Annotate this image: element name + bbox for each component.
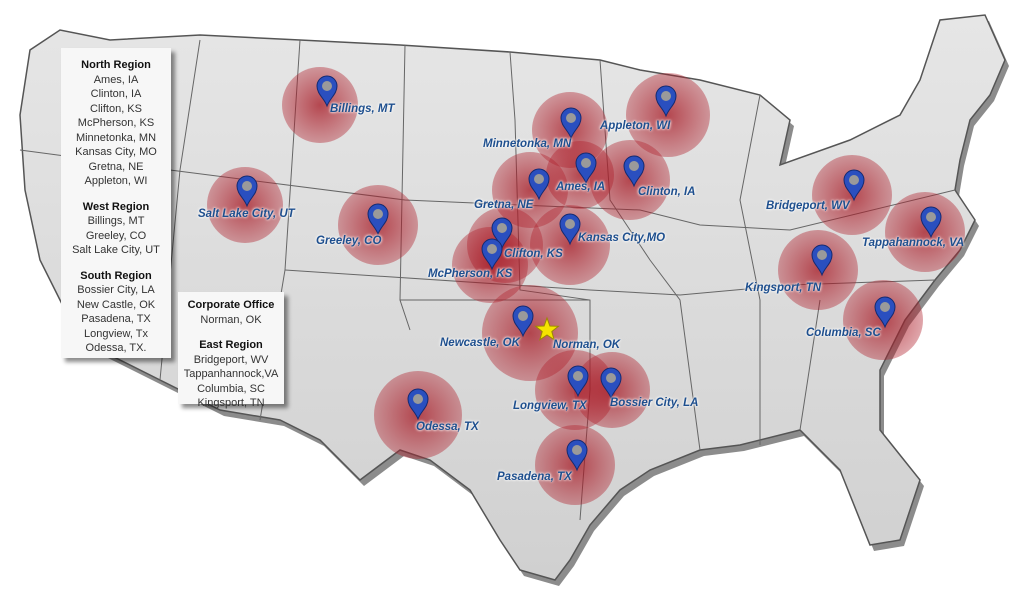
legend-item: Norman, OK — [200, 313, 262, 326]
location-label: Greeley, CO — [316, 235, 382, 247]
legend-item: McPherson, KS — [77, 117, 155, 129]
map-pin-icon[interactable] — [655, 85, 677, 118]
location-label: Newcastle, OK — [440, 337, 520, 349]
service-radius — [626, 73, 710, 157]
map-pin-icon[interactable] — [367, 203, 389, 236]
map-pin-icon[interactable] — [811, 244, 833, 277]
legend-item: Pasadena, TX — [81, 313, 151, 325]
location-label: McPherson, KS — [428, 268, 513, 280]
location-label: Billings, MT — [330, 103, 395, 115]
legend-item: Odessa, TX. — [85, 342, 147, 354]
map-pin-icon[interactable] — [600, 367, 622, 400]
location-label: Minnetonka, MN — [483, 138, 572, 150]
location-label: Tappahannock, VA — [862, 237, 965, 249]
location-label: Odessa, TX — [416, 421, 479, 433]
legend-item: Ames, IA — [93, 73, 139, 86]
map-pin-icon[interactable] — [623, 155, 645, 188]
legend-heading: South Region — [80, 269, 152, 282]
legend-item: Longview, Tx — [83, 327, 148, 340]
legend-item: Bossier City, LA — [77, 284, 155, 296]
service-radius — [778, 230, 858, 310]
legend-regions: North Region Ames, IA Clinton, IA Clifton, … — [61, 48, 171, 358]
location-label: Bridgeport, WV — [766, 200, 850, 212]
map-pin-icon[interactable] — [874, 296, 896, 329]
legend-item: Appleton, WI — [84, 175, 148, 187]
map-pin-icon[interactable] — [920, 206, 942, 239]
map-pin-icon[interactable] — [566, 439, 588, 472]
legend-item: Greeley, CO — [85, 229, 147, 242]
legend-spacer — [67, 189, 165, 200]
legend-item: Salt Lake City, UT — [72, 244, 160, 256]
map-pin-icon[interactable] — [567, 365, 589, 398]
map-pin-icon[interactable] — [512, 305, 534, 338]
location-label: Kingsport, TN — [745, 282, 822, 294]
map-pin-icon[interactable] — [843, 169, 865, 202]
location-label: Norman, OK — [553, 339, 621, 351]
legend-spacer — [183, 327, 279, 338]
location-label: Ames, IA — [556, 181, 606, 193]
map-pin-icon[interactable] — [316, 75, 338, 108]
legend-item: Billings, MT — [87, 215, 145, 227]
legend-corporate-east: Corporate Office Norman, OK East Region Bri… — [178, 292, 284, 409]
legend-item: Clinton, IA — [90, 88, 142, 100]
legend-item: Columbia, SC — [197, 382, 265, 395]
location-label: Longview, TX — [513, 400, 587, 412]
location-label: Pasadena, TX — [497, 471, 572, 483]
legend-heading: North Region — [81, 59, 151, 71]
location-label: Gretna, NE — [474, 199, 534, 211]
location-label: Appleton, WI — [600, 120, 671, 132]
star-icon[interactable] — [534, 316, 560, 341]
map-pin-icon[interactable] — [559, 213, 581, 246]
legend-heading: Corporate Office — [187, 299, 275, 311]
location-label: Clifton, KS — [504, 248, 563, 260]
legend-item: Bridgeport, WV — [193, 353, 269, 366]
location-label: Bossier City, LA — [610, 397, 699, 409]
map-pin-icon[interactable] — [491, 217, 513, 250]
location-label: Clinton, IA — [638, 186, 696, 198]
map-pin-icon[interactable] — [236, 175, 258, 208]
legend-item: Gretna, NE — [88, 160, 144, 173]
legend-item: Tappanhannock,VA — [183, 368, 279, 380]
location-label: Columbia, SC — [806, 327, 881, 339]
legend-item: Kingsport, TN — [197, 397, 265, 409]
legend-item: New Castle, OK — [76, 298, 156, 311]
legend-item: Clifton, KS — [90, 102, 142, 115]
service-radius — [282, 67, 358, 143]
map-pin-icon[interactable] — [575, 152, 597, 185]
legend-heading: East Region — [199, 339, 263, 351]
service-radius — [885, 192, 965, 272]
legend-item: Minnetonka, MN — [75, 131, 157, 144]
location-label: Kansas City,MO — [578, 232, 666, 244]
service-radius — [207, 167, 283, 243]
location-label: Salt Lake City, UT — [198, 208, 295, 220]
legend-item: Kansas City, MO — [75, 146, 157, 158]
map-pin-icon[interactable] — [560, 107, 582, 140]
service-radius — [590, 140, 670, 220]
map-pin-icon[interactable] — [528, 168, 550, 201]
legend-spacer — [67, 258, 165, 269]
map-pin-icon[interactable] — [407, 388, 429, 421]
map-pin-icon[interactable] — [481, 238, 503, 271]
legend-heading: West Region — [82, 200, 150, 213]
